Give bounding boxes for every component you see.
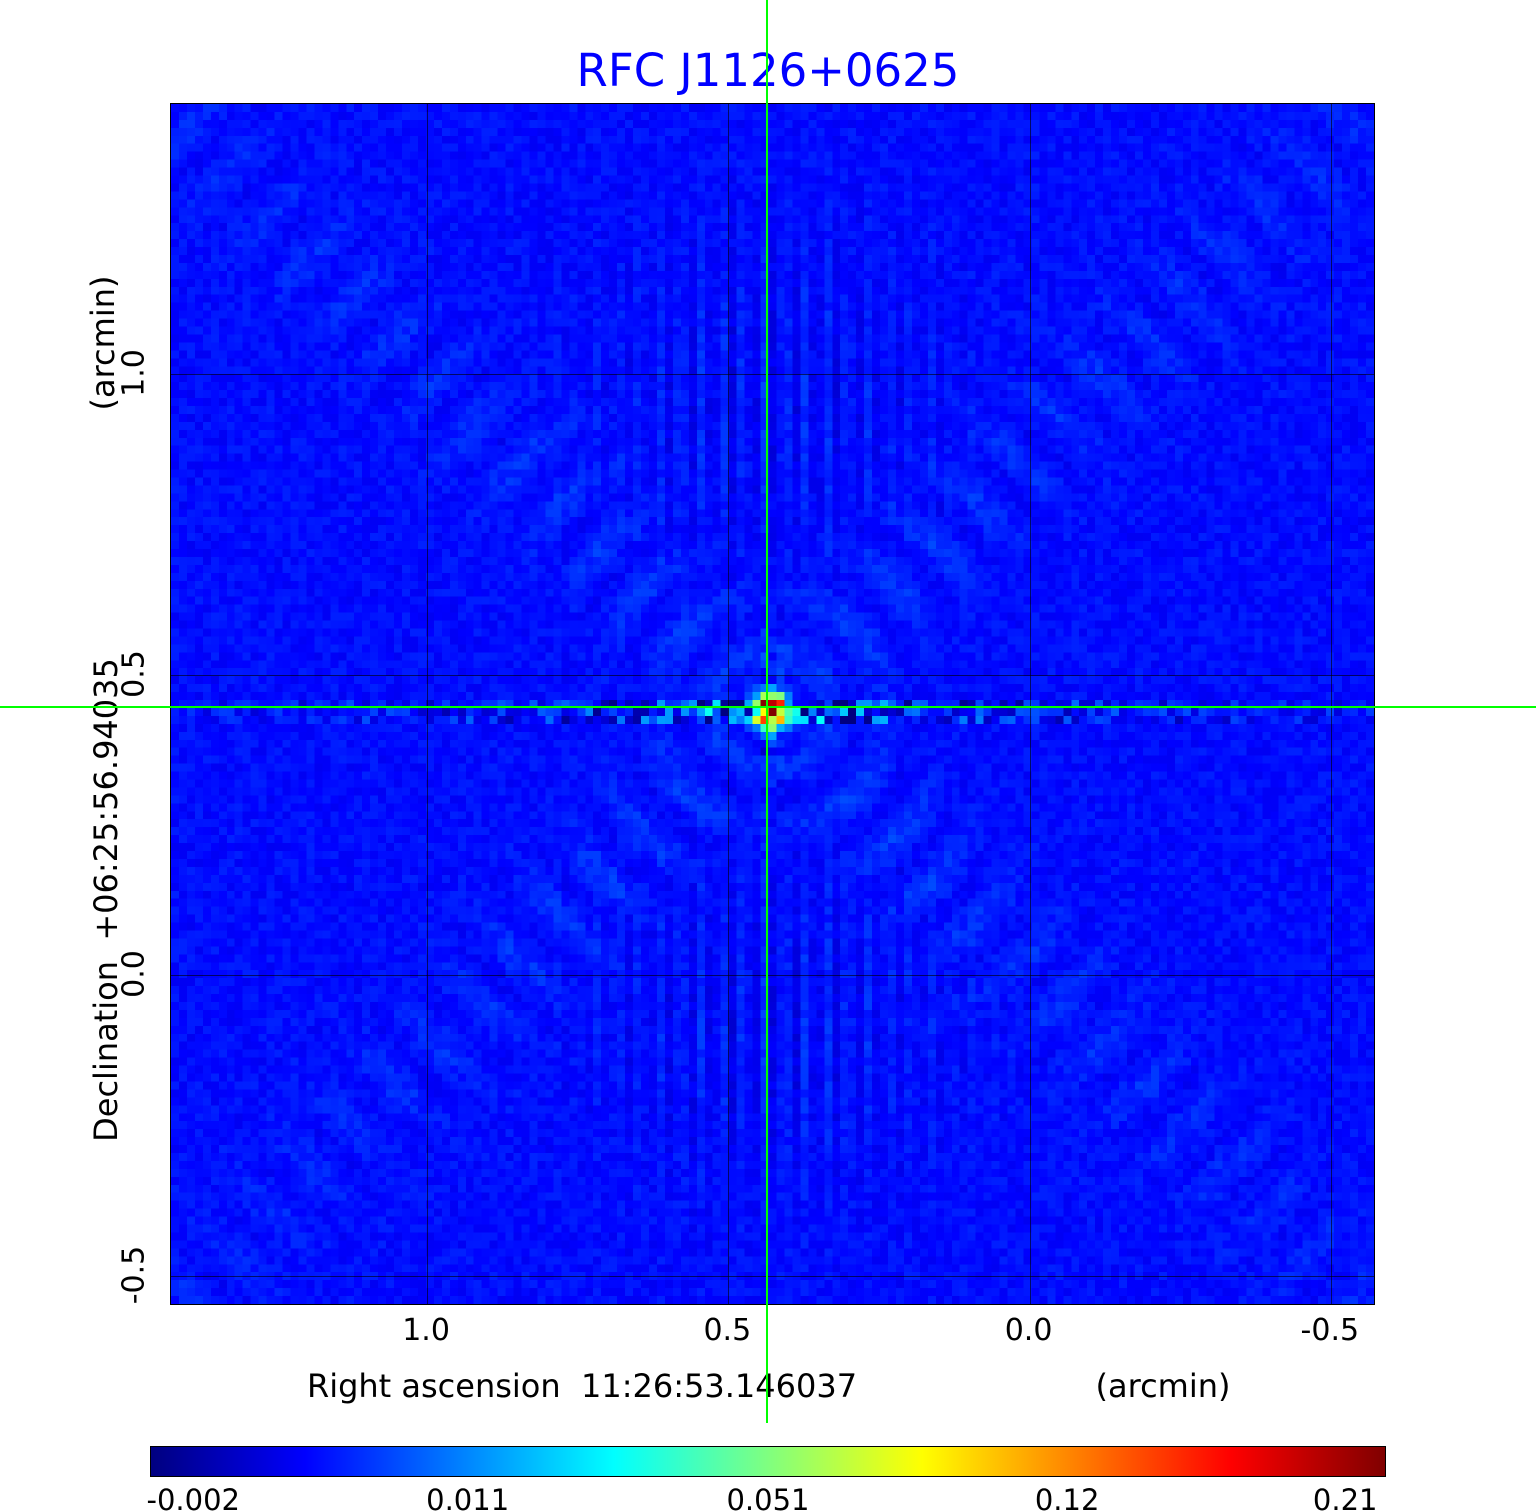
colorbar-tick-label: 0.011 (426, 1483, 510, 1511)
x-axis-label: Right ascension 11:26:53.146037 (306, 1367, 858, 1405)
intensity-heatmap-canvas (171, 104, 1374, 1304)
y-axis-tick-label: 0.5 (116, 650, 152, 698)
grid-line-vertical (427, 104, 429, 1304)
figure-title: RFC J1126+0625 (576, 44, 960, 97)
y-axis-tick-label: 0.0 (116, 950, 152, 999)
colorbar-tick-label: 0.12 (1034, 1483, 1100, 1511)
colorbar-tick-label: 0.051 (726, 1483, 810, 1511)
colorbar-tick-label: 0.21 (1312, 1483, 1378, 1511)
grid-line-horizontal (171, 975, 1374, 977)
crosshair-horizontal-line (0, 706, 1536, 708)
y-axis-tick-label: 1.0 (116, 349, 152, 398)
grid-line-horizontal (171, 1275, 1374, 1277)
grid-line-vertical (728, 104, 730, 1304)
y-axis-tick-label: -0.5 (116, 1245, 152, 1305)
x-axis-tick-label: 0.0 (1004, 1313, 1053, 1348)
grid-line-vertical (1029, 104, 1031, 1304)
grid-line-vertical (1330, 104, 1332, 1304)
colorbar-tick-label: -0.002 (146, 1483, 241, 1511)
x-axis-unit-label: (arcmin) (1095, 1367, 1231, 1405)
grid-line-horizontal (171, 374, 1374, 376)
x-axis-tick-label: 1.0 (402, 1313, 450, 1348)
x-axis-tick-label: 0.5 (703, 1313, 752, 1348)
crosshair-vertical-line (766, 0, 769, 1423)
colorbar (150, 1446, 1386, 1477)
y-axis-label: Declination +06:25:56.94035 (87, 658, 125, 1142)
grid-line-horizontal (171, 674, 1374, 676)
x-axis-tick-label: -0.5 (1300, 1313, 1360, 1348)
sky-map-plot (170, 103, 1375, 1305)
